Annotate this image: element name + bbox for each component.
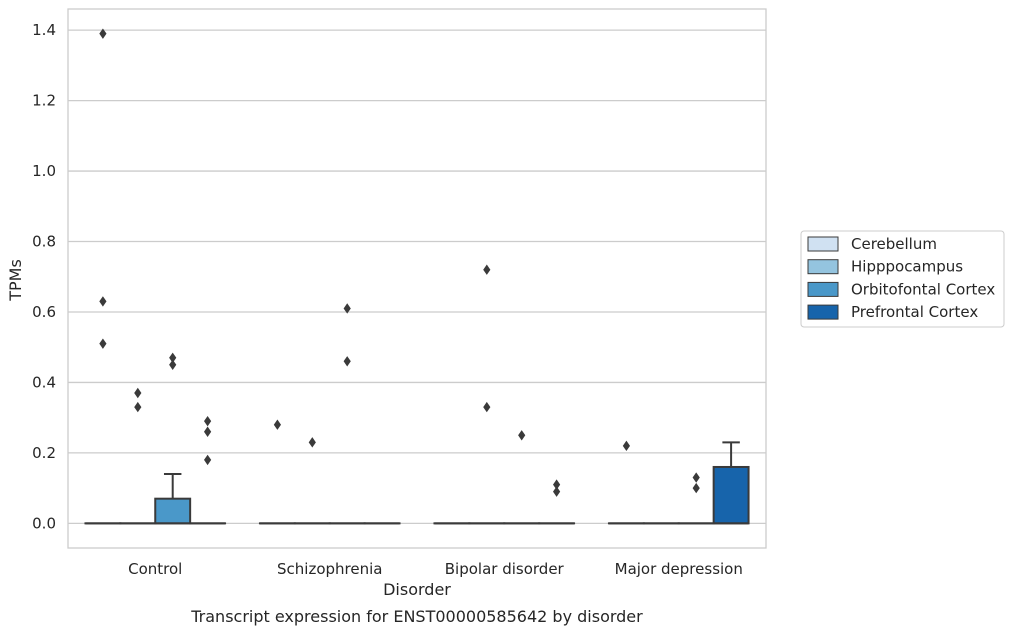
y-axis-title: TPMs xyxy=(6,259,25,302)
outlier-point xyxy=(692,472,700,483)
outliers xyxy=(99,28,700,497)
box-orbitofontal-cortex xyxy=(154,473,192,525)
outlier-point xyxy=(343,303,351,314)
outlier-point xyxy=(343,356,351,367)
outlier-point xyxy=(273,419,281,430)
outlier-point xyxy=(308,437,316,448)
y-tick-label: 0.6 xyxy=(32,303,56,321)
outlier-point xyxy=(204,415,212,427)
legend-label: Prefrontal Cortex xyxy=(851,303,978,321)
outlier-point xyxy=(553,479,561,490)
x-axis-ticks: Control Schizophrenia Bipolar disorder Majo… xyxy=(128,560,743,578)
legend-swatch xyxy=(807,236,839,252)
outlier-point xyxy=(134,401,142,413)
chart-caption: Transcript expression for ENST0000058564… xyxy=(190,607,643,626)
legend-swatch xyxy=(807,304,839,320)
outlier-point xyxy=(99,28,107,39)
grid-lines xyxy=(68,29,766,524)
legend: Cerebellum Hipppocampus Orbitofontal Corte… xyxy=(800,230,1005,328)
y-tick-label: 1.0 xyxy=(32,162,56,180)
legend-label: Hipppocampus xyxy=(851,258,963,276)
outlier-point xyxy=(99,338,107,349)
legend-swatch xyxy=(807,281,839,297)
y-tick-label: 0.4 xyxy=(32,373,56,391)
outlier-point xyxy=(483,264,491,275)
outlier-point xyxy=(204,426,212,437)
outlier-point xyxy=(99,296,107,307)
y-tick-label: 0.2 xyxy=(32,444,56,462)
legend-swatch xyxy=(807,259,839,275)
box-body xyxy=(712,465,750,525)
legend-label: Cerebellum xyxy=(851,235,937,253)
outlier-point xyxy=(169,352,177,363)
legend-label: Orbitofontal Cortex xyxy=(851,280,995,298)
outlier-point xyxy=(622,440,630,452)
plot-frame xyxy=(67,8,767,549)
x-tick-label: Major depression xyxy=(615,560,743,578)
boxes xyxy=(84,441,750,525)
outlier-point xyxy=(553,486,561,497)
x-tick-label: Schizophrenia xyxy=(277,560,382,578)
outlier-point xyxy=(483,401,491,413)
outlier-point xyxy=(204,454,212,466)
x-tick-label: Control xyxy=(128,560,182,578)
x-tick-label: Bipolar disorder xyxy=(445,560,565,578)
y-axis-ticks: 0.0 0.2 0.4 0.6 0.8 1.0 1.2 1.4 xyxy=(32,21,56,532)
y-tick-label: 0.0 xyxy=(32,514,56,532)
box-prefrontal-cortex xyxy=(712,441,750,525)
box-body xyxy=(154,497,192,525)
x-axis-title: Disorder xyxy=(383,580,451,599)
y-tick-label: 0.8 xyxy=(32,233,56,251)
outlier-point xyxy=(134,387,142,399)
outlier-point xyxy=(169,359,177,371)
y-tick-label: 1.4 xyxy=(32,21,56,39)
legend-frame xyxy=(800,230,1005,328)
outlier-point xyxy=(692,482,700,494)
outlier-point xyxy=(518,430,526,441)
y-tick-label: 1.2 xyxy=(32,92,56,110)
